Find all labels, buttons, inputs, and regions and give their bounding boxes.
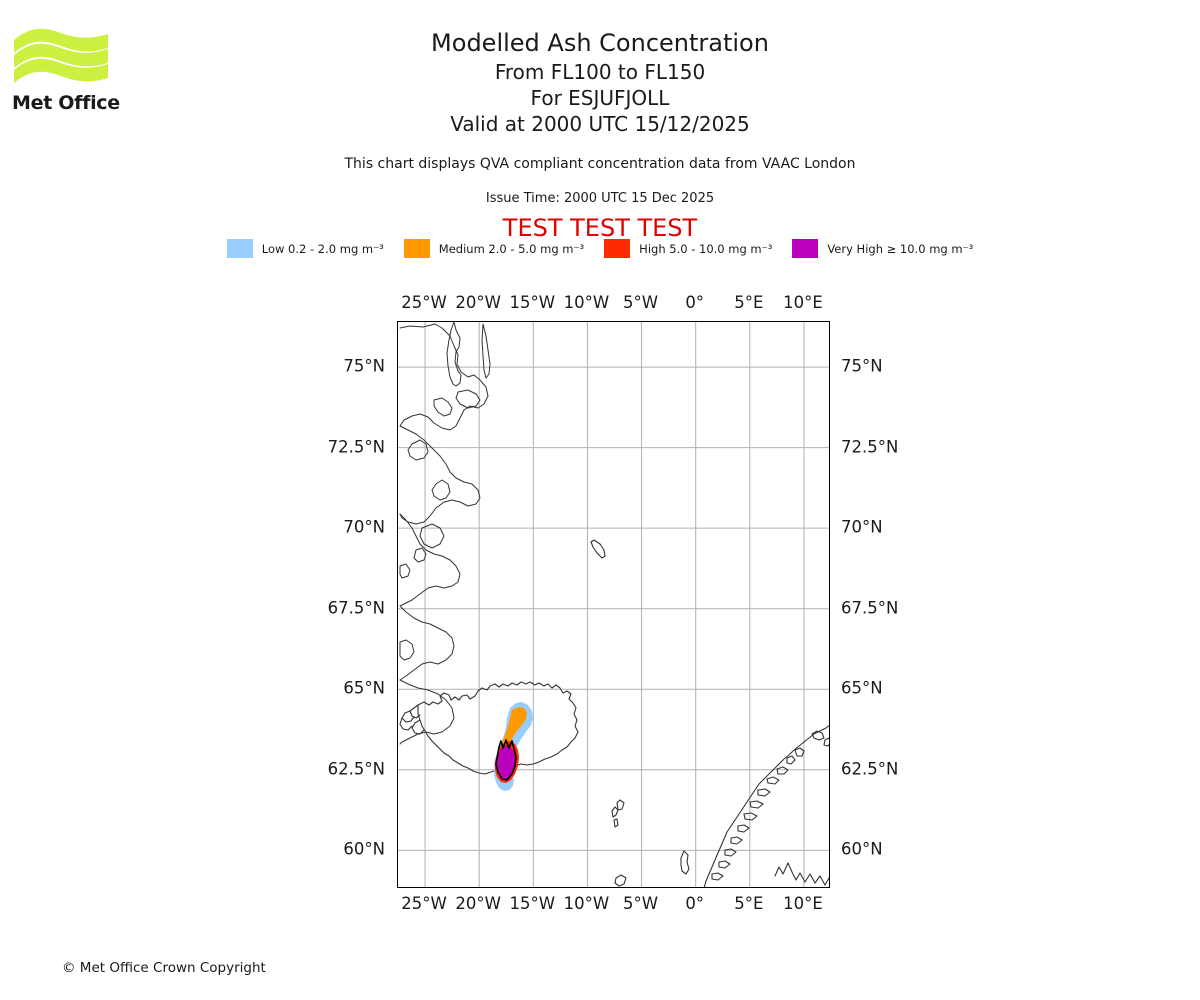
coastline-orkney bbox=[614, 874, 627, 887]
coastline-norway bbox=[703, 724, 829, 887]
volcano-name: For ESJUFJOLL bbox=[530, 86, 670, 110]
lat-tick-left-4: 65°N bbox=[343, 678, 385, 698]
met-office-wordmark: Met Office bbox=[12, 92, 120, 114]
lat-tick-right-3: 67.5°N bbox=[841, 598, 899, 618]
legend-label-high: High 5.0 - 10.0 mg m⁻³ bbox=[639, 241, 773, 256]
lon-tick-bottom-6: 5°E bbox=[734, 894, 764, 913]
flight-level-range: From FL100 to FL150 bbox=[494, 60, 706, 84]
legend-entry-very-high: Very High ≥ 10.0 mg m⁻³ bbox=[792, 239, 973, 258]
legend-entry-medium: Medium 2.0 - 5.0 mg m⁻³ bbox=[403, 239, 585, 258]
lon-tick-top-6: 5°E bbox=[734, 293, 764, 312]
legend-swatch-medium bbox=[403, 239, 430, 258]
lon-tick-top-0: 25°W bbox=[401, 293, 447, 312]
lon-tick-bottom-2: 15°W bbox=[509, 894, 556, 913]
lon-tick-bottom-3: 10°W bbox=[563, 894, 610, 913]
test-banner: TEST TEST TEST bbox=[502, 214, 698, 242]
lon-tick-top-4: 5°W bbox=[623, 293, 659, 312]
coastline-greenland bbox=[399, 322, 491, 745]
lat-tick-left-1: 72.5°N bbox=[327, 437, 385, 457]
lon-tick-bottom-5: 0° bbox=[685, 894, 705, 913]
lon-tick-top-1: 20°W bbox=[455, 293, 501, 312]
legend-label-medium: Medium 2.0 - 5.0 mg m⁻³ bbox=[438, 241, 585, 256]
lon-tick-bottom-7: 10°E bbox=[783, 894, 823, 913]
map-plot-area bbox=[397, 321, 830, 888]
legend-entry-high: High 5.0 - 10.0 mg m⁻³ bbox=[604, 239, 772, 258]
lon-tick-bottom-4: 5°W bbox=[623, 894, 659, 913]
coastline-jan-mayen bbox=[590, 539, 606, 559]
lat-tick-right-4: 65°N bbox=[841, 678, 883, 698]
lat-tick-left-5: 62.5°N bbox=[327, 759, 385, 779]
lat-tick-right-1: 72.5°N bbox=[841, 437, 899, 457]
legend-entry-low: Low 0.2 - 2.0 mg m⁻³ bbox=[226, 239, 384, 258]
map-frame bbox=[397, 321, 830, 888]
ash-plume-contour bbox=[495, 739, 517, 781]
coastline-faroe-islands bbox=[611, 799, 625, 828]
lat-tick-left-6: 60°N bbox=[343, 839, 385, 859]
lat-tick-left-3: 67.5°N bbox=[327, 598, 385, 618]
valid-time: Valid at 2000 UTC 15/12/2025 bbox=[450, 112, 750, 136]
concentration-legend: Low 0.2 - 2.0 mg m⁻³ Medium 2.0 - 5.0 mg … bbox=[0, 239, 1200, 258]
coastline-iceland bbox=[399, 681, 579, 775]
lon-tick-bottom-0: 25°W bbox=[401, 894, 447, 913]
lon-tick-top-5: 0° bbox=[685, 293, 705, 312]
ash-concentration-map bbox=[398, 322, 829, 887]
legend-swatch-low bbox=[226, 239, 253, 258]
legend-label-very-high: Very High ≥ 10.0 mg m⁻³ bbox=[827, 241, 974, 256]
lat-tick-left-2: 70°N bbox=[343, 517, 385, 537]
map-gridlines bbox=[398, 322, 829, 887]
met-office-logo: Met Office bbox=[12, 22, 202, 114]
lat-tick-left-0: 75°N bbox=[343, 356, 385, 376]
lon-tick-top-2: 15°W bbox=[509, 293, 556, 312]
page-title: Modelled Ash Concentration bbox=[431, 29, 769, 57]
legend-label-low: Low 0.2 - 2.0 mg m⁻³ bbox=[261, 241, 384, 256]
ash-plume-very-high bbox=[497, 746, 515, 780]
coastline-shetland bbox=[680, 850, 690, 875]
issue-time: Issue Time: 2000 UTC 15 Dec 2025 bbox=[485, 191, 715, 206]
met-office-wave-icon bbox=[14, 28, 108, 83]
lon-tick-bottom-1: 20°W bbox=[455, 894, 501, 913]
lon-tick-top-7: 10°E bbox=[783, 293, 823, 312]
lat-tick-right-6: 60°N bbox=[841, 839, 883, 859]
lat-tick-right-5: 62.5°N bbox=[841, 759, 899, 779]
lat-tick-right-2: 70°N bbox=[841, 517, 883, 537]
lon-tick-top-3: 10°W bbox=[563, 293, 610, 312]
chart-note: This chart displays QVA compliant concen… bbox=[344, 156, 856, 172]
coastline-greenland-details bbox=[399, 389, 481, 661]
legend-swatch-very-high bbox=[792, 239, 819, 258]
copyright-text: © Met Office Crown Copyright bbox=[62, 960, 266, 976]
lat-tick-right-0: 75°N bbox=[841, 356, 883, 376]
legend-swatch-high bbox=[604, 239, 631, 258]
chart-title-block: Modelled Ash Concentration From FL100 to… bbox=[0, 28, 1200, 137]
